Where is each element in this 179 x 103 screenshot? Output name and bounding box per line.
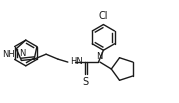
Text: N: N (19, 50, 26, 59)
Text: N: N (96, 52, 102, 61)
Text: NH: NH (3, 50, 15, 59)
Text: Cl: Cl (99, 11, 108, 21)
Text: HN: HN (70, 57, 83, 66)
Text: S: S (83, 77, 89, 87)
